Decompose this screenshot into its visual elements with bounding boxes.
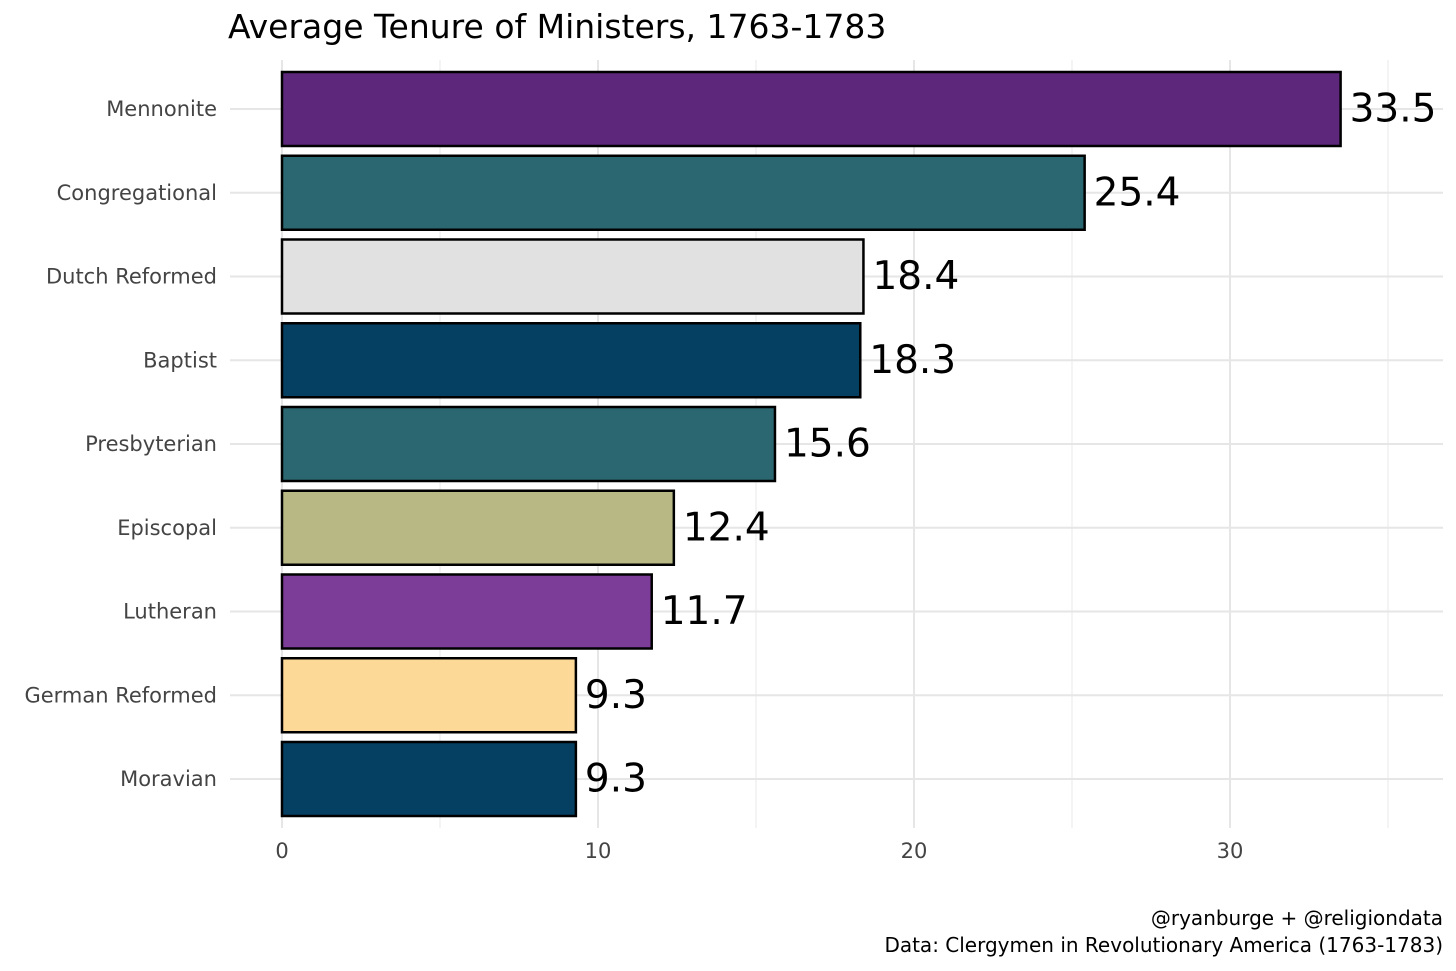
bar bbox=[280, 70, 1342, 148]
value-label: 33.5 bbox=[1350, 87, 1437, 132]
x-tick-label: 0 bbox=[275, 839, 288, 863]
value-label: 9.3 bbox=[585, 673, 647, 718]
category-label: Dutch Reformed bbox=[46, 265, 217, 289]
bar bbox=[280, 489, 676, 566]
category-label: Episcopal bbox=[117, 516, 217, 540]
x-axis-ticks: 0 10 20 30 bbox=[275, 839, 1243, 863]
bar bbox=[280, 573, 653, 650]
x-tick-label: 10 bbox=[585, 839, 612, 863]
value-label: 9.3 bbox=[585, 757, 647, 802]
category-label: Congregational bbox=[57, 181, 217, 205]
bar bbox=[280, 657, 578, 734]
value-labels: 33.5 25.4 18.4 18.3 15.6 12.4 11.7 9.3 9.3 bbox=[585, 87, 1437, 802]
category-labels: Mennonite Congregational Dutch Reformed Bap… bbox=[24, 97, 217, 791]
category-label: Lutheran bbox=[123, 600, 217, 624]
category-label: Presbyterian bbox=[85, 432, 217, 456]
x-tick-label: 30 bbox=[1217, 839, 1244, 863]
value-label: 18.3 bbox=[869, 338, 956, 383]
bar bbox=[280, 405, 777, 483]
bar bbox=[280, 154, 1086, 231]
bar bbox=[280, 238, 865, 315]
value-label: 11.7 bbox=[661, 589, 748, 634]
category-label: German Reformed bbox=[24, 683, 217, 707]
bars bbox=[280, 70, 1342, 818]
bar bbox=[280, 322, 862, 399]
category-label: Mennonite bbox=[106, 97, 217, 121]
bar bbox=[280, 740, 578, 818]
caption-credit: @ryanburge + @religiondata bbox=[1151, 906, 1443, 930]
value-label: 12.4 bbox=[683, 505, 770, 550]
chart-title: Average Tenure of Ministers, 1763-1783 bbox=[228, 7, 886, 46]
value-label: 25.4 bbox=[1094, 170, 1181, 215]
category-label: Moravian bbox=[120, 767, 217, 791]
value-label: 18.4 bbox=[872, 254, 959, 299]
x-tick-label: 20 bbox=[901, 839, 928, 863]
caption-source: Data: Clergymen in Revolutionary America… bbox=[884, 933, 1443, 957]
category-label: Baptist bbox=[143, 348, 217, 372]
value-label: 15.6 bbox=[784, 422, 871, 467]
